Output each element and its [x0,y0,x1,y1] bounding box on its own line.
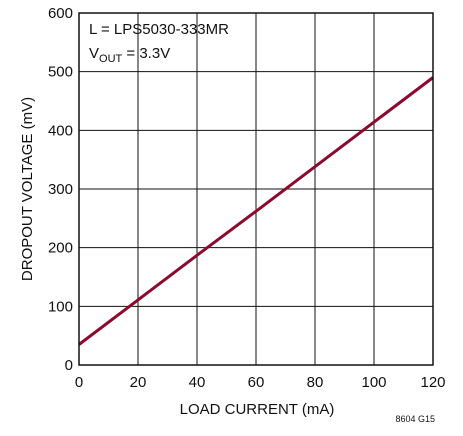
annotation-line-1: L = LPS5030-333MR [89,21,229,38]
x-tick-label: 20 [130,374,147,391]
x-tick-label: 40 [189,374,206,391]
y-tick-label: 0 [65,357,73,374]
annotation-line-2: VOUT = 3.3V [89,45,170,65]
legend-annotation: L = LPS5030-333MR VOUT = 3.3V [89,21,229,65]
x-tick-label: 80 [307,374,324,391]
annotation-v-subscript: OUT [99,53,123,65]
x-tick-label: 60 [248,374,265,391]
grid [79,13,433,365]
x-axis-title: LOAD CURRENT (mA) [180,401,335,418]
y-tick-label: 100 [48,298,73,315]
series-line [78,76,434,346]
x-tick-label: 0 [75,374,83,391]
plot-frame [78,12,434,366]
x-tick-label: 120 [420,374,445,391]
y-tick-label: 300 [48,181,73,198]
y-axis-ticks: 0 100 200 300 400 500 600 [48,5,73,374]
x-axis-ticks: 0 20 40 60 80 100 120 [75,374,446,391]
y-tick-label: 200 [48,240,73,257]
annotation-v-value: = 3.3V [122,45,170,62]
y-tick-label: 600 [48,5,73,22]
annotation-v: V [89,45,99,62]
y-tick-label: 400 [48,122,73,139]
figure-id: 8604 G15 [395,414,435,424]
y-tick-label: 500 [48,64,73,81]
x-tick-label: 100 [361,374,386,391]
series-layer [78,76,434,346]
y-axis-title: DROPOUT VOLTAGE (mV) [19,97,36,281]
